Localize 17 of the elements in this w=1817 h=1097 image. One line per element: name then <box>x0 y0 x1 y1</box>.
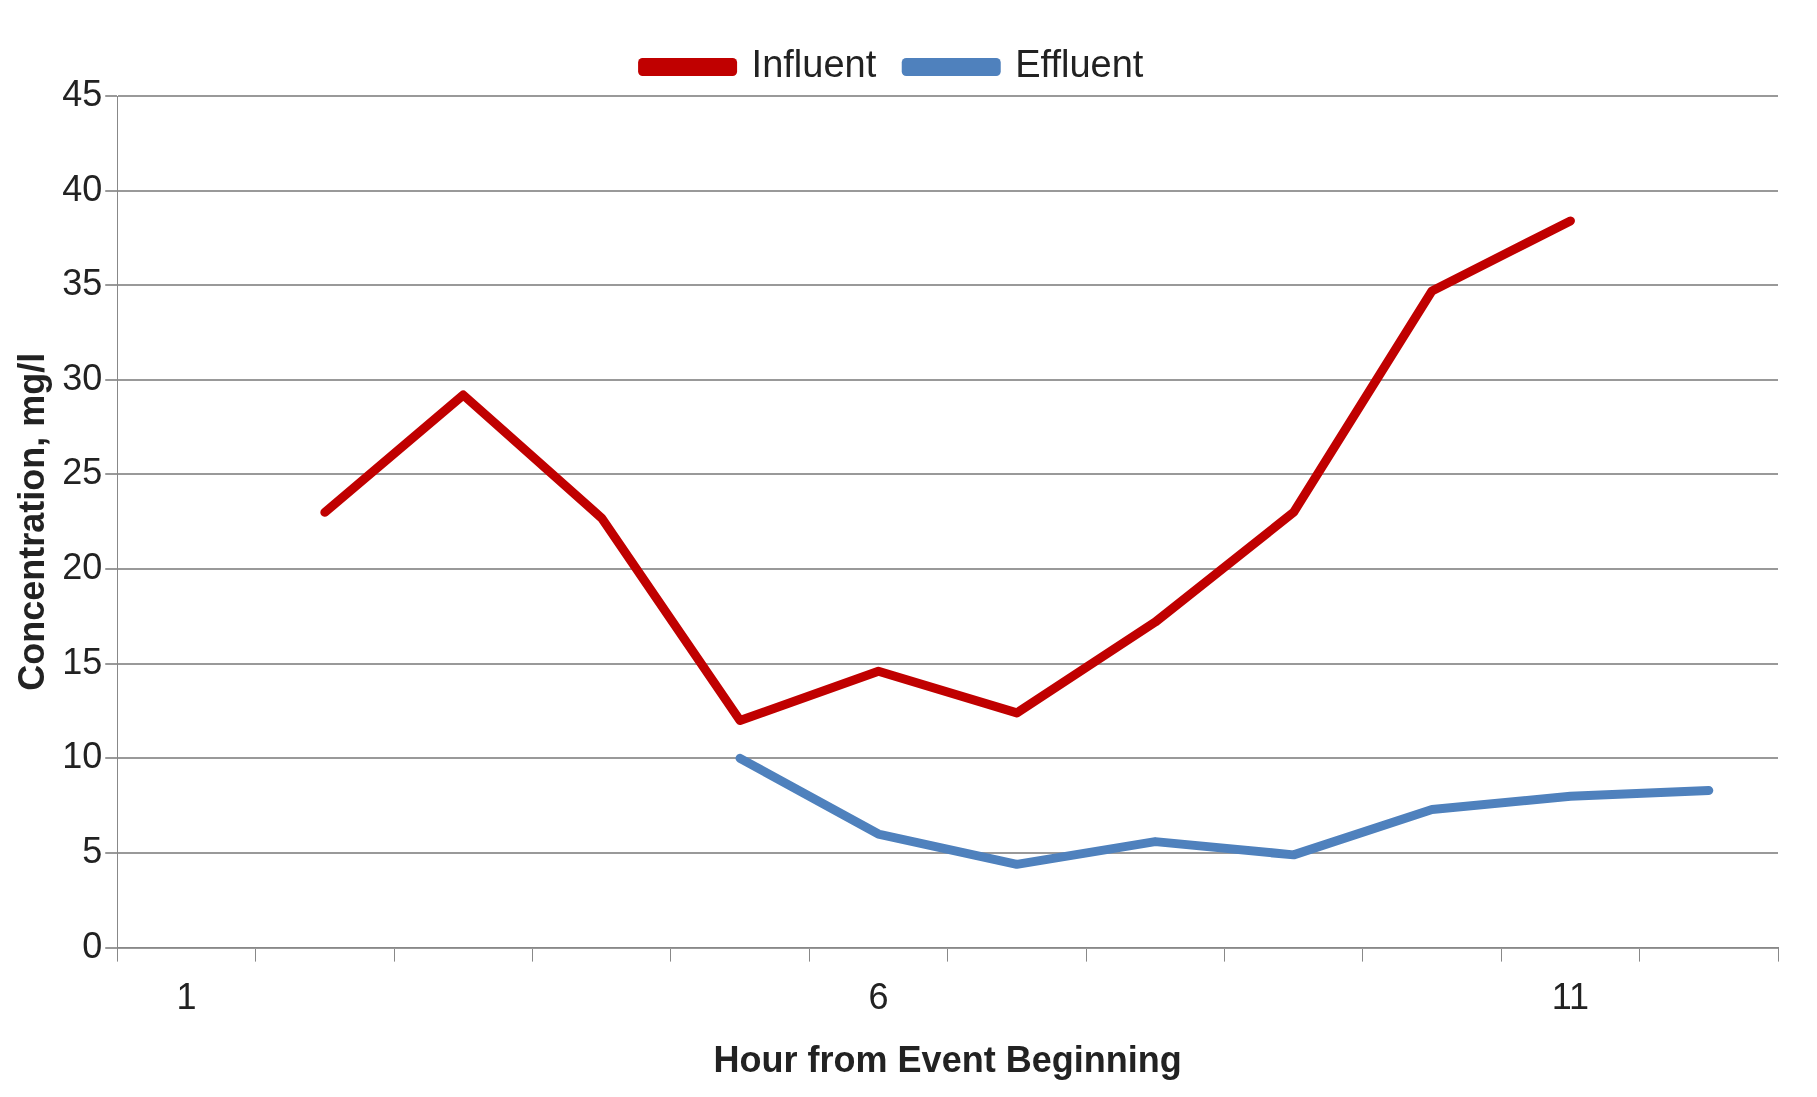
legend-label: Influent <box>751 43 877 86</box>
legend-label: Effluent <box>1015 43 1144 86</box>
y-tick-label: 45 <box>62 72 103 114</box>
x-tick-label: 1 <box>176 976 197 1018</box>
y-tick-label: 30 <box>62 356 103 398</box>
y-tick-label: 5 <box>82 829 103 871</box>
y-tick-label: 15 <box>62 640 103 682</box>
y-tick-label: 10 <box>62 735 103 777</box>
y-tick-label: 40 <box>62 167 103 209</box>
x-tick-label: 11 <box>1551 976 1590 1018</box>
y-tick-label: 20 <box>62 546 103 588</box>
y-tick-label: 25 <box>62 451 103 493</box>
y-tick-label: 35 <box>62 262 103 304</box>
y-tick-label: 0 <box>82 924 103 966</box>
x-tick-label: 6 <box>868 976 889 1018</box>
x-axis-title: Hour from Event Beginning <box>713 1039 1182 1081</box>
y-axis-title: Concentration, mg/l <box>10 352 52 691</box>
